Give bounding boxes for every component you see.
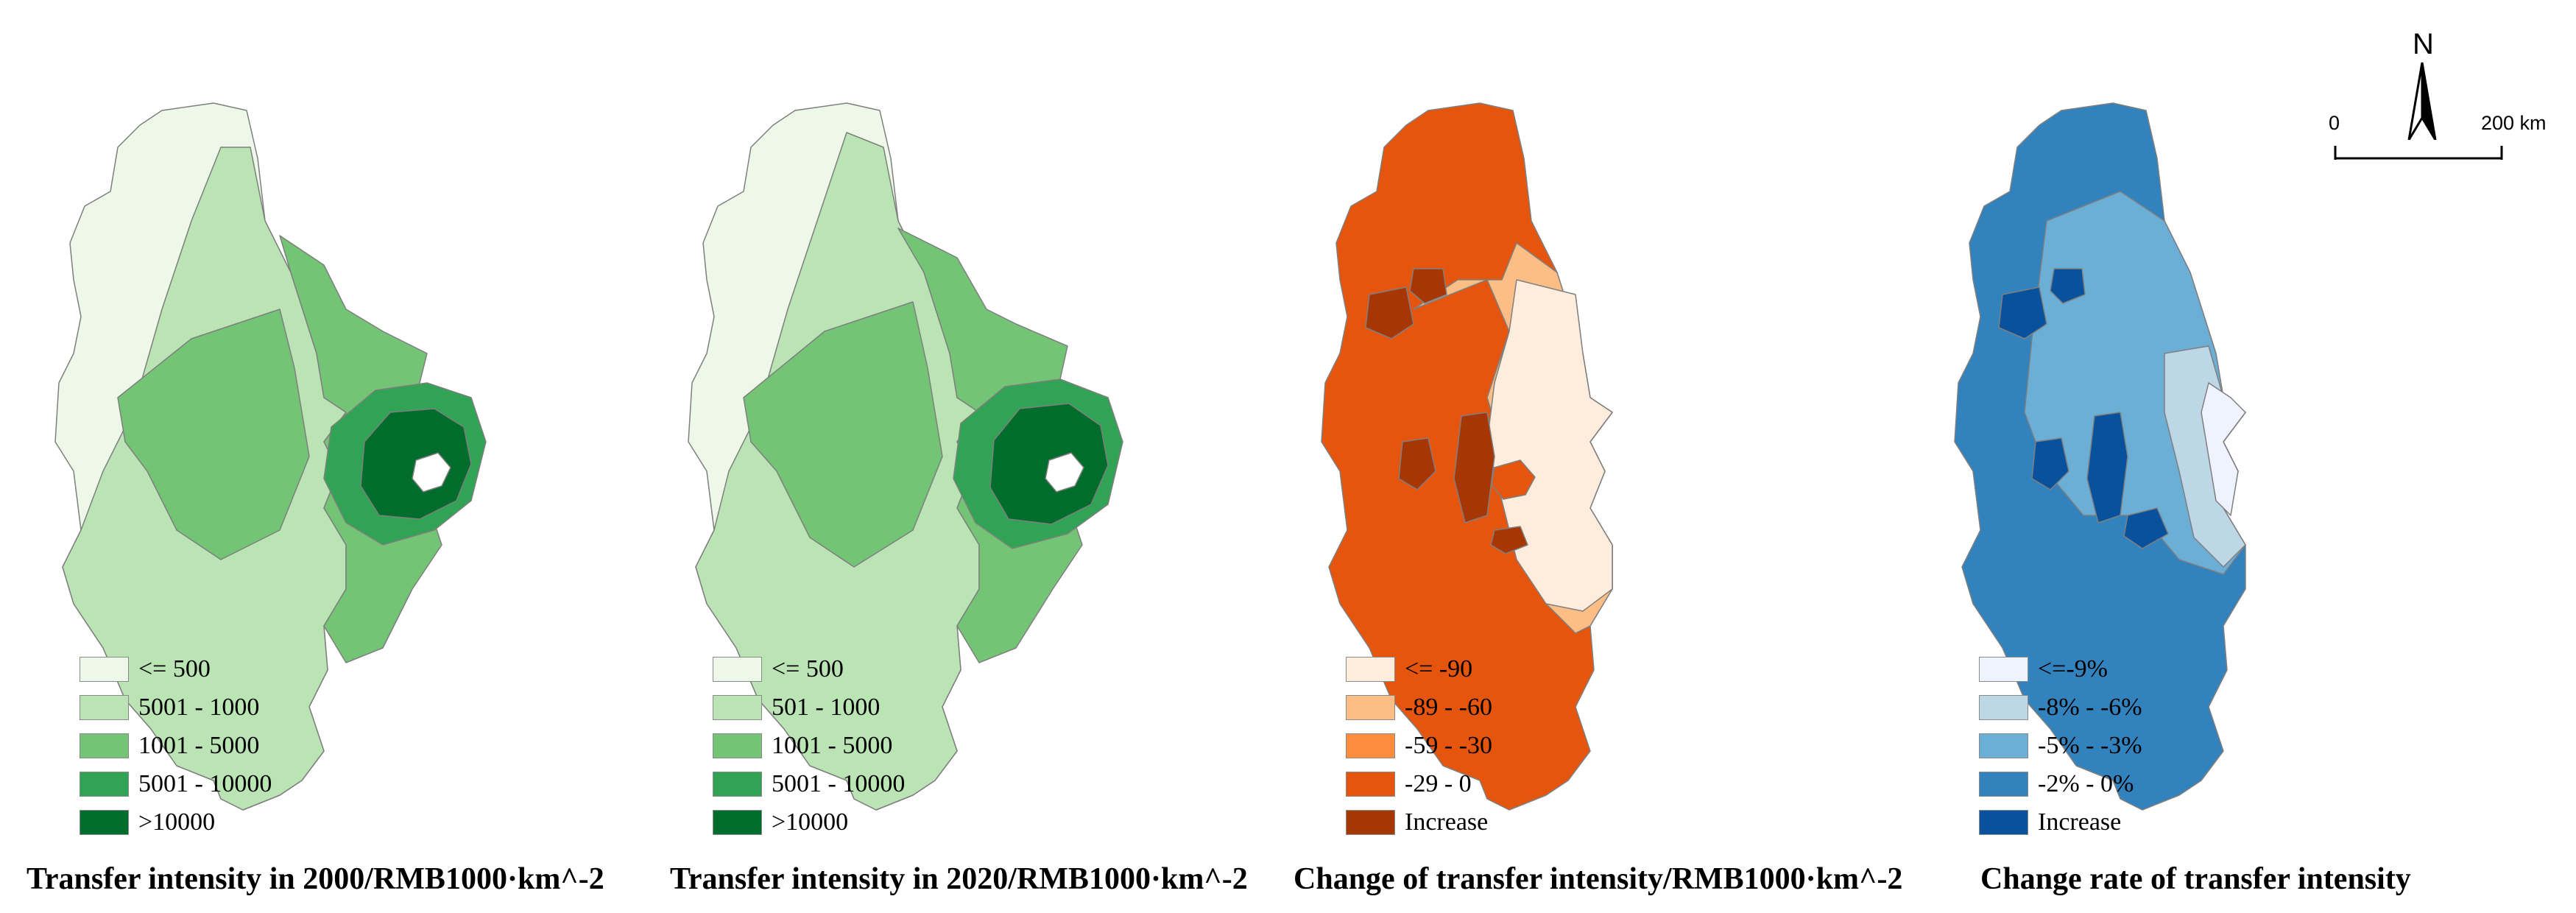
lake [1045, 452, 1084, 493]
legend-label: Increase [2038, 808, 2122, 836]
region-map-change [1321, 102, 1613, 811]
legend-swatch [1979, 810, 2028, 835]
region-increase-5 [1409, 268, 1447, 304]
legend-label: Increase [1405, 808, 1489, 836]
legend-label: -89 - -60 [1405, 694, 1492, 721]
caption-change-rate: Change rate of transfer intensity [1980, 862, 2411, 896]
legend-label: -59 - -30 [1405, 732, 1492, 759]
region-map-change-rate [1954, 102, 2246, 811]
legend-label: 5001 - 10000 [772, 770, 906, 797]
region-mid-band [117, 235, 442, 663]
scale-start-label: 0 [2329, 112, 2340, 134]
legend-label: <= 500 [772, 655, 844, 683]
legend-swatch [1346, 810, 1395, 835]
region-increase-3 [1998, 286, 2047, 339]
region-increase-5 [2050, 268, 2086, 304]
legend-label: <=-9% [2038, 655, 2108, 683]
region-increase-1 [1453, 412, 1495, 524]
map-panel-change: <= -90 -89 - -60 -59 - -30 -29 - 0 Incre… [1266, 0, 1910, 913]
legend-swatch [1346, 772, 1395, 797]
legend-swatch [80, 810, 129, 835]
legend-swatch [713, 733, 762, 758]
scale-bar [2334, 146, 2503, 160]
scale-end-label: 200 km [2481, 112, 2547, 134]
map-panel-2000: <= 500 5001 - 1000 1001 - 5000 5001 - 10… [0, 0, 643, 913]
map-panel-2020: <= 500 501 - 1000 1001 - 5000 5001 - 100… [633, 0, 1277, 913]
legend-swatch [713, 657, 762, 682]
region-mid-band [743, 228, 1083, 663]
legend-label: 1001 - 5000 [772, 732, 893, 759]
legend-swatch [80, 695, 129, 720]
legend-swatch [713, 810, 762, 835]
legend-swatch [80, 772, 129, 797]
caption-change: Change of transfer intensity/RMB1000·km^… [1294, 862, 1903, 896]
caption-2020: Transfer intensity in 2020/RMB1000·km^-2 [670, 862, 1248, 896]
legend-label: 1001 - 5000 [138, 732, 260, 759]
legend-label: -29 - 0 [1405, 770, 1472, 797]
legend-label: >10000 [138, 808, 216, 836]
north-arrow-icon [2407, 62, 2437, 140]
legend-swatch [1346, 657, 1395, 682]
region-map-2000 [54, 102, 487, 811]
legend-swatch [80, 657, 129, 682]
legend-label: -5% - -3% [2038, 732, 2142, 759]
legend-label: -2% - 0% [2038, 770, 2134, 797]
legend-swatch [713, 772, 762, 797]
legend-swatch [1979, 695, 2028, 720]
caption-2000: Transfer intensity in 2000/RMB1000·km^-2 [27, 862, 604, 896]
legend-label: <= -90 [1405, 655, 1473, 683]
legend-label: -8% - -6% [2038, 694, 2142, 721]
legend-label: 501 - 1000 [772, 694, 881, 721]
legend-swatch [1346, 695, 1395, 720]
region-lake-change [1491, 459, 1536, 500]
legend-swatch [1979, 733, 2028, 758]
legend-label: 5001 - 1000 [138, 694, 260, 721]
legend-swatch [1979, 657, 2028, 682]
lake [412, 452, 451, 493]
region-increase-4 [2123, 507, 2169, 549]
region-increase-4 [1490, 526, 1528, 554]
legend-swatch [1979, 772, 2028, 797]
legend-label: >10000 [772, 808, 849, 836]
legend-swatch [713, 695, 762, 720]
legend-label: 5001 - 10000 [138, 770, 272, 797]
region-increase-2 [1398, 437, 1436, 490]
map-panel-change-rate: <=-9% -8% - -6% -5% - -3% -2% - 0% Incre… [1899, 0, 2543, 913]
region-increase-2 [2031, 437, 2069, 490]
legend-label: <= 500 [138, 655, 211, 683]
region-increase-3 [1365, 286, 1414, 339]
region-band-9 [2201, 382, 2246, 516]
north-label: N [2413, 28, 2434, 60]
region-increase-1 [2086, 412, 2128, 524]
legend-swatch [1346, 733, 1395, 758]
legend-swatch [80, 733, 129, 758]
region-map-2020 [688, 102, 1123, 811]
